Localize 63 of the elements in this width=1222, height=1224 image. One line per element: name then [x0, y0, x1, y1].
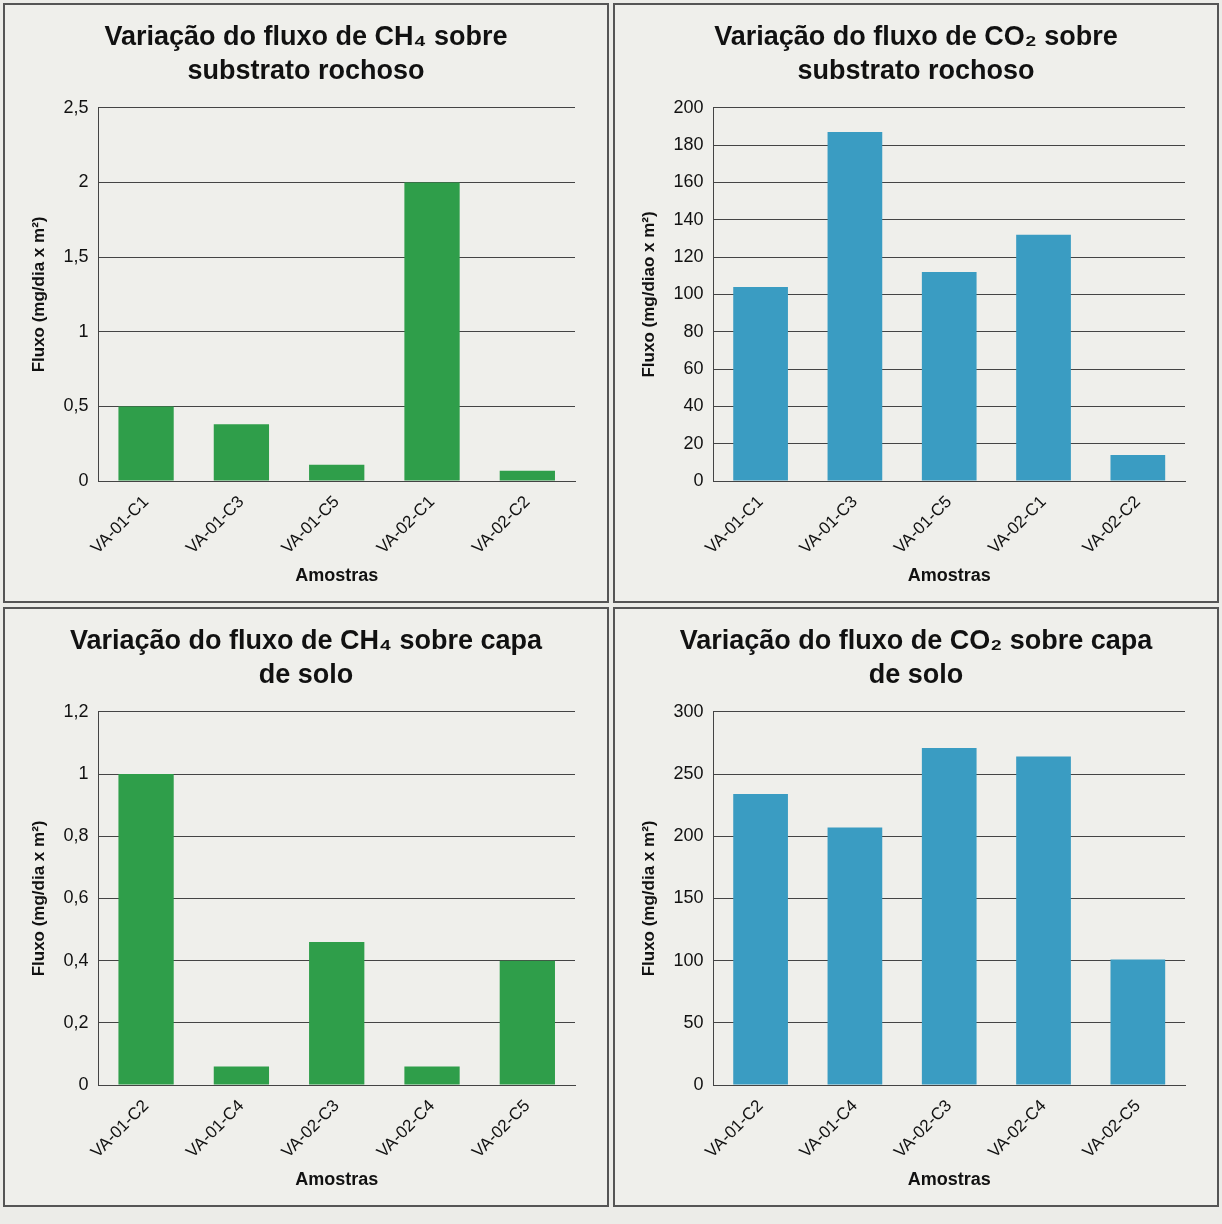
chart-title: Variação do fluxo de CH₄ sobre capa de solo [69, 624, 544, 691]
bar [827, 827, 883, 1085]
bar [404, 182, 460, 481]
y-tick-label: 200 [673, 96, 704, 117]
bar [733, 286, 788, 481]
bar [118, 406, 174, 481]
bar [499, 470, 555, 481]
y-tick-label: 0 [78, 470, 89, 491]
bar [213, 424, 270, 481]
y-tick-label: 1,2 [63, 700, 89, 721]
bar [1110, 454, 1166, 481]
bar [1110, 959, 1166, 1085]
y-tick-label: 0,2 [63, 1011, 89, 1032]
y-tick-label: 300 [673, 700, 704, 721]
y-tick-label: 1 [78, 762, 89, 783]
y-tick-label: 2,5 [63, 96, 89, 117]
y-tick-label: 1,5 [63, 246, 89, 267]
y-tick-label: 250 [673, 762, 704, 783]
y-axis-title: Fluxo (mg/dia x m²) [28, 820, 48, 977]
y-tick-label: 0,5 [63, 395, 89, 416]
bar [404, 1066, 460, 1085]
y-tick-label: 20 [683, 432, 704, 453]
bar [921, 272, 977, 481]
y-tick-label: 1 [78, 320, 89, 341]
y-tick-label: 50 [683, 1011, 704, 1032]
bar [921, 747, 977, 1085]
bar [1016, 756, 1071, 1085]
y-tick-label: 150 [673, 887, 704, 908]
bar [118, 774, 174, 1085]
y-tick-label: 0 [693, 470, 704, 491]
y-tick-label: 140 [673, 208, 704, 229]
y-tick-label: 100 [673, 949, 704, 970]
y-axis-title: Fluxo (mg/dia x m²) [638, 820, 658, 977]
y-tick-label: 180 [673, 134, 704, 155]
x-axis-title: Amostras [295, 1169, 379, 1190]
y-tick-label: 40 [683, 395, 704, 416]
y-tick-label: 0 [693, 1074, 704, 1095]
chart-title: Variação do fluxo de CO₂ sobre substrato rochoso [713, 20, 1119, 87]
y-tick-label: 200 [673, 825, 704, 846]
bar [827, 132, 883, 481]
y-tick-label: 60 [683, 358, 704, 379]
y-tick-label: 2 [78, 171, 89, 192]
y-tick-label: 0,4 [63, 949, 89, 970]
x-axis-title: Amostras [907, 565, 991, 586]
y-tick-label: 120 [673, 246, 704, 267]
bar [309, 941, 365, 1085]
x-axis-title: Amostras [295, 565, 379, 586]
y-tick-label: 100 [673, 283, 704, 304]
bar [499, 960, 555, 1085]
y-axis-title: Fluxo (mg/diao x m²) [638, 211, 658, 378]
bar [733, 793, 788, 1085]
y-tick-label: 0,6 [63, 887, 89, 908]
y-axis-title: Fluxo (mg/dia x m²) [28, 216, 48, 373]
bar [1016, 234, 1071, 481]
chart-title: Variação do fluxo de CH₄ sobre substrato rochoso [103, 20, 509, 87]
chart-title: Variação do fluxo de CO₂ sobre capa de solo [678, 624, 1154, 691]
y-tick-label: 160 [673, 171, 704, 192]
x-axis-title: Amostras [907, 1169, 991, 1190]
y-tick-label: 0 [78, 1074, 89, 1095]
bar [213, 1066, 270, 1085]
y-tick-label: 80 [683, 320, 704, 341]
y-tick-label: 0,8 [63, 825, 89, 846]
bar [309, 464, 365, 481]
